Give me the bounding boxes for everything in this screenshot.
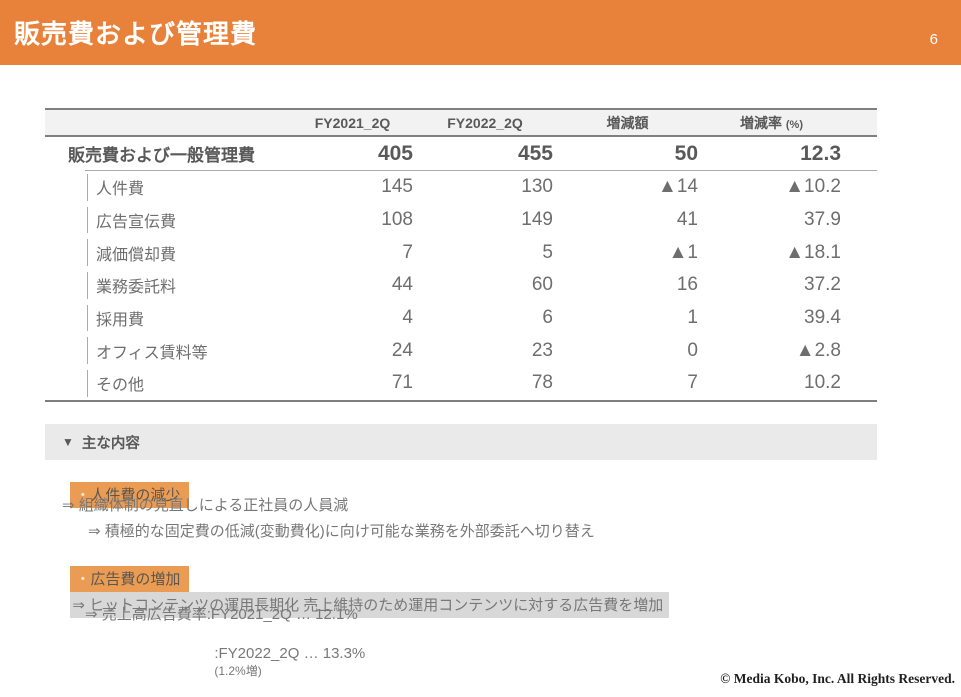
table-row: 人件費 145 130 ▲14 ▲10.2: [45, 171, 877, 204]
cell-fy2021: 4: [402, 307, 413, 329]
column-header-fy2022: FY2022_2Q: [447, 114, 523, 131]
table-row: 業務委託料 44 60 16 37.2: [45, 269, 877, 302]
page-title: 販売費および管理費: [14, 19, 258, 49]
triangle-down-icon: ▼: [62, 435, 74, 449]
note-line-personnel-1: ⇒ 組織体制の見直しによる正社員の人員減: [62, 497, 349, 514]
header-bar: 販売費および管理費 6: [0, 0, 961, 65]
table-row: その他 71 78 7 10.2: [45, 367, 877, 400]
notes-section-title: 主な内容: [81, 435, 140, 452]
cell-rate: 37.2: [804, 274, 841, 296]
row-label: その他: [96, 377, 145, 395]
table-row: 減価償却費 7 5 ▲1 ▲18.1: [45, 236, 877, 269]
total-row: 販売費および一般管理費 405 455 50 12.3: [45, 137, 877, 170]
table-row: 採用費 4 6 1 39.4: [45, 302, 877, 335]
cell-diff: 41: [676, 209, 698, 231]
cell-fy2022: 23: [531, 339, 553, 361]
highlight-personnel: ・人件費の減少: [70, 482, 190, 508]
cell-fy2022: 6: [542, 307, 553, 329]
cell-fy2021: 7: [402, 241, 413, 263]
ratio-line2-main: :FY2022_2Q … 13.3%: [214, 645, 366, 662]
expense-table: FY2021_2Q FY2022_2Q 増減額 増減率 (%) 販売費および一般…: [45, 108, 877, 402]
row-label: 販売費および一般管理費: [68, 146, 255, 165]
row-indent-line: [87, 370, 88, 397]
bullet-dot: ・: [75, 571, 91, 588]
cell-fy2022: 149: [521, 209, 553, 231]
cell-rate: 10.2: [804, 372, 841, 394]
note-line-ad-ratio-1: ⇒ 売上高広告費率:FY2021_2Q … 12.1%: [85, 606, 358, 623]
cell-rate: 37.9: [804, 209, 841, 231]
table-row: オフィス賃料等 24 23 0 ▲2.8: [45, 334, 877, 367]
note-bullet-advertising: ・広告費の増加: [62, 549, 190, 592]
cell-diff: 16: [676, 274, 698, 296]
cell-fy2021: 145: [381, 176, 413, 198]
row-label: オフィス賃料等: [96, 344, 208, 362]
cell-fy2022: 5: [542, 241, 553, 263]
cell-rate: ▲10.2: [785, 176, 841, 198]
cell-diff: 50: [674, 141, 698, 165]
row-indent-line: [87, 174, 88, 201]
row-label: 広告宣伝費: [96, 214, 177, 232]
cell-fy2021: 108: [381, 209, 413, 231]
bullet-label: 広告費の増加: [90, 571, 181, 588]
cell-fy2021: 71: [391, 372, 413, 394]
cell-diff: ▲1: [668, 241, 698, 263]
cell-fy2021: 405: [377, 141, 413, 165]
cell-fy2022: 130: [521, 176, 553, 198]
cell-diff: 0: [687, 339, 698, 361]
row-label: 採用費: [96, 312, 145, 330]
cell-fy2021: 44: [391, 274, 413, 296]
cell-fy2022: 78: [531, 372, 553, 394]
row-indent-line: [87, 304, 88, 332]
row-label: 業務委託料: [96, 279, 177, 297]
row-indent-line: [87, 337, 88, 365]
footer-copyright: © Media Kobo, Inc. All Rights Reserved.: [720, 671, 955, 686]
rate-unit-label: (%): [785, 118, 803, 131]
table-row: 広告宣伝費 108 149 41 37.9: [45, 204, 877, 237]
row-label: 人件費: [96, 181, 145, 199]
cell-rate: ▲2.8: [795, 339, 841, 361]
table-body: 人件費 145 130 ▲14 ▲10.2 広告宣伝費 108 149 41 3…: [45, 171, 877, 400]
cell-diff: ▲14: [658, 176, 698, 198]
column-header-fy2021: FY2021_2Q: [314, 114, 391, 131]
note-bullet-personnel: ・人件費の減少: [62, 465, 190, 508]
cell-rate: 39.4: [804, 307, 841, 329]
total-row-divider: [85, 170, 877, 171]
bullet-label: 人件費の減少: [90, 487, 181, 504]
row-indent-line: [87, 206, 88, 234]
row-indent-line: [87, 239, 88, 267]
cell-fy2022: 455: [517, 141, 553, 165]
highlight-advertising: ・広告費の増加: [70, 566, 190, 592]
cell-diff: 7: [687, 372, 698, 394]
table-header-row: FY2021_2Q FY2022_2Q 増減額 増減率 (%): [45, 110, 877, 137]
column-header-rate: 増減率 (%): [740, 114, 803, 131]
cell-rate: ▲18.1: [785, 241, 841, 263]
row-label: 減価償却費: [96, 246, 177, 264]
row-indent-line: [87, 272, 88, 299]
cell-rate: 12.3: [800, 141, 841, 165]
page-number: 6: [929, 31, 938, 48]
ratio-line2-note: (1.2%増): [214, 664, 262, 678]
bullet-dot: ・: [75, 487, 91, 504]
cell-diff: 1: [687, 307, 698, 329]
notes-section-bar: ▼ 主な内容: [45, 424, 877, 460]
column-header-diff: 増減額: [606, 114, 649, 131]
cell-fy2022: 60: [531, 274, 553, 296]
note-line-advertising-1: ⇒ ヒットコンテンツの運用長期化 売上維持のため運用コンテンツに対する広告費を増…: [62, 575, 670, 618]
cell-fy2021: 24: [391, 339, 413, 361]
gray-highlight-line: ⇒ ヒットコンテンツの運用長期化 売上維持のため運用コンテンツに対する広告費を増…: [70, 592, 670, 618]
note-line-personnel-2: ⇒ 積極的な固定費の低減(変動費化)に向け可能な業務を外部委託へ切り替え: [88, 523, 595, 540]
note-line-ad-ratio-2: :FY2022_2Q … 13.3% (1.2%増): [206, 628, 365, 679]
